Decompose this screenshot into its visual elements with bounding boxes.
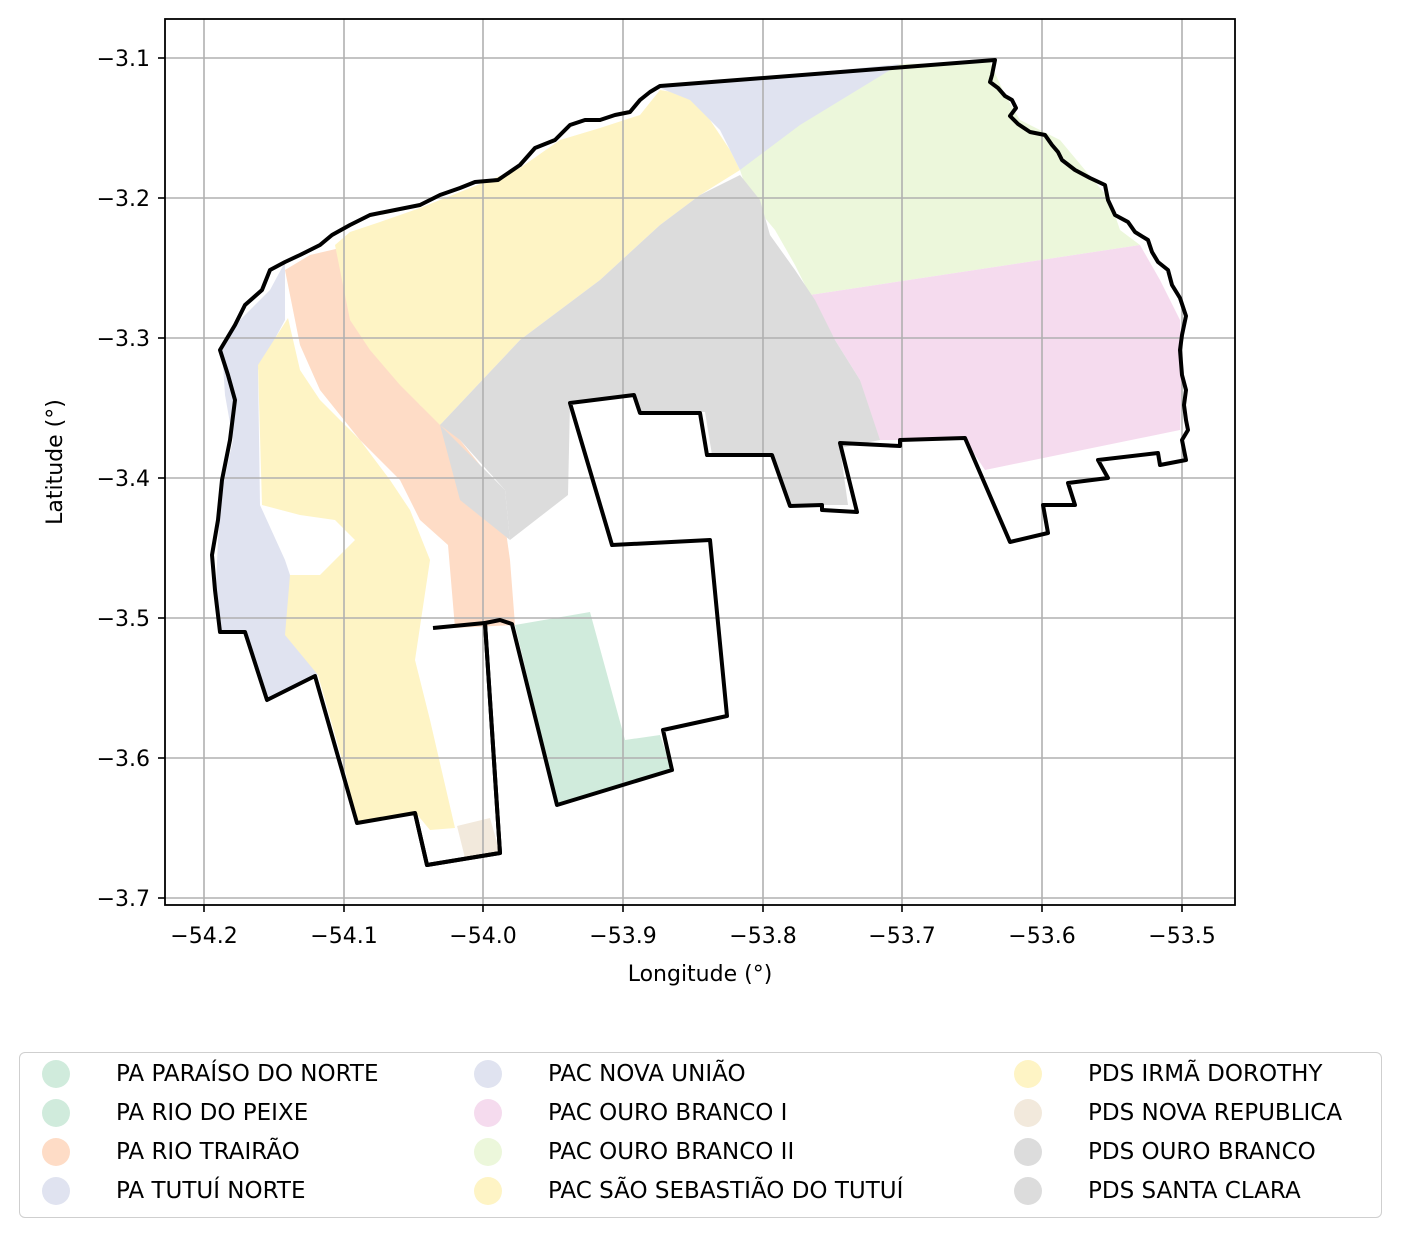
legend-item: PAC NOVA UNIÃO — [474, 1054, 746, 1093]
legend-marker-icon — [1014, 1059, 1042, 1088]
legend-item: PA TUTUÍ NORTE — [42, 1171, 306, 1210]
legend-item: PAC OURO BRANCO II — [474, 1132, 794, 1171]
region-pds-nova-republica — [457, 818, 500, 858]
legend-label: PAC OURO BRANCO I — [548, 1099, 788, 1126]
tick-marks — [158, 57, 1183, 912]
legend-label: PA RIO TRAIRÃO — [116, 1138, 300, 1165]
legend-marker-icon — [1014, 1176, 1042, 1205]
legend-marker-icon — [42, 1137, 70, 1166]
y-tick-label: −3.2 — [97, 187, 150, 212]
y-tick-label: −3.6 — [97, 747, 150, 772]
y-tick-labels: −3.1 −3.2 −3.3 −3.4 −3.5 −3.6 −3.7 — [97, 47, 150, 912]
y-axis-label: Latitude (°) — [43, 399, 68, 525]
legend-label: PA TUTUÍ NORTE — [116, 1177, 306, 1204]
legend-label: PA PARAÍSO DO NORTE — [116, 1060, 379, 1087]
region-polygons — [216, 62, 1182, 858]
x-tick-label: −53.9 — [589, 924, 656, 949]
legend-marker-icon — [474, 1059, 502, 1088]
territory-boundary-inner — [413, 621, 502, 867]
region-pa-rio-trairao — [285, 248, 515, 628]
legend-item: PA RIO DO PEIXE — [42, 1093, 308, 1132]
legend-item: PDS OURO BRANCO — [1014, 1132, 1316, 1171]
legend-item: PA PARAÍSO DO NORTE — [42, 1054, 378, 1093]
region-pac-sao-sebastiao-do-tutui — [335, 90, 740, 425]
x-tick-label: −54.2 — [170, 924, 237, 949]
legend-marker-icon — [42, 1176, 70, 1205]
legend-label: PDS SANTA CLARA — [1088, 1177, 1301, 1204]
region-pds-ouro-branco — [440, 175, 880, 540]
x-tick-label: −54.1 — [310, 924, 377, 949]
legend-label: PDS IRMÃ DOROTHY — [1088, 1060, 1323, 1087]
region-pds-irma-dorothy — [258, 318, 455, 830]
region-pac-ouro-branco-ii — [740, 62, 1140, 295]
legend: PA PARAÍSO DO NORTE PA RIO DO PEIXE PA R… — [19, 1052, 1382, 1218]
legend-marker-icon — [42, 1059, 70, 1088]
y-tick-label: −3.1 — [97, 47, 150, 72]
legend-item: PA RIO TRAIRÃO — [42, 1132, 300, 1171]
x-tick-label: −54.0 — [449, 924, 516, 949]
legend-item: PDS NOVA REPUBLICA — [1014, 1093, 1342, 1132]
plot-frame — [164, 18, 1236, 906]
x-tick-labels: −54.2 −54.1 −54.0 −53.9 −53.8 −53.7 −53.… — [170, 924, 1215, 949]
x-tick-label: −53.8 — [729, 924, 796, 949]
grid-lines — [165, 19, 1235, 905]
x-axis-label: Longitude (°) — [628, 962, 773, 987]
x-tick-label: −53.5 — [1148, 924, 1215, 949]
legend-item: PAC SÃO SEBASTIÃO DO TUTUÍ — [474, 1171, 903, 1210]
region-pds-santa-clara — [440, 425, 510, 540]
y-tick-label: −3.4 — [97, 467, 150, 492]
legend-marker-icon — [474, 1176, 502, 1205]
map-figure: −54.2 −54.1 −54.0 −53.9 −53.8 −53.7 −53.… — [43, 18, 1236, 987]
legend-marker-icon — [1014, 1098, 1042, 1127]
region-pa-rio-do-peixe — [515, 612, 672, 805]
legend-marker-icon — [474, 1098, 502, 1127]
y-tick-label: −3.5 — [97, 607, 150, 632]
legend-item: PDS SANTA CLARA — [1014, 1171, 1301, 1210]
legend-label: PDS OURO BRANCO — [1088, 1138, 1316, 1165]
y-tick-label: −3.3 — [97, 327, 150, 352]
region-pac-nova-uniao — [660, 64, 900, 170]
legend-marker-icon — [474, 1137, 502, 1166]
x-tick-label: −53.6 — [1008, 924, 1075, 949]
y-tick-label: −3.7 — [97, 887, 150, 912]
legend-label: PAC NOVA UNIÃO — [548, 1060, 746, 1087]
legend-item: PAC OURO BRANCO I — [474, 1093, 787, 1132]
legend-marker-icon — [1014, 1137, 1042, 1166]
region-pac-ouro-branco-i — [810, 245, 1182, 470]
legend-label: PDS NOVA REPUBLICA — [1088, 1099, 1343, 1126]
legend-label: PA RIO DO PEIXE — [116, 1099, 309, 1126]
legend-item: PDS IRMÃ DOROTHY — [1014, 1054, 1322, 1093]
x-tick-label: −53.7 — [868, 924, 935, 949]
territory-boundary — [210, 58, 1190, 867]
legend-marker-icon — [42, 1098, 70, 1127]
legend-label: PAC OURO BRANCO II — [548, 1138, 795, 1165]
legend-label: PAC SÃO SEBASTIÃO DO TUTUÍ — [548, 1177, 904, 1204]
